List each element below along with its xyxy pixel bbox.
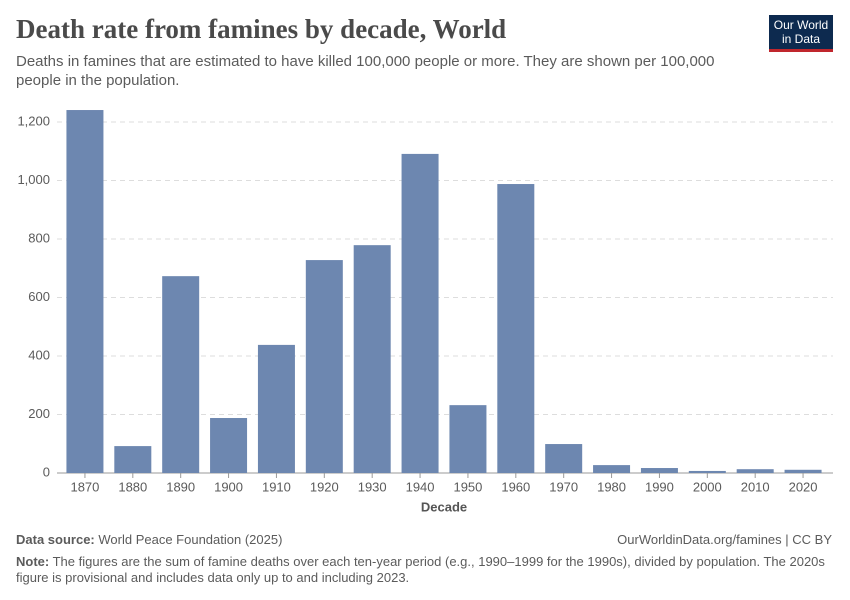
logo-line: Our World [773,18,829,32]
x-tick-label: 1970 [549,479,578,494]
logo[interactable]: Our World in Data [769,15,833,52]
chart-subtitle: Deaths in famines that are estimated to … [16,53,715,89]
y-tick-label: 200 [28,406,50,421]
x-tick-label: 1910 [262,479,291,494]
x-tick-label: 1880 [118,479,147,494]
bar [545,444,583,473]
note-label: Note: [16,554,50,569]
source-label: Data source: [16,532,95,547]
y-tick-label: 600 [28,289,50,304]
source-text: World Peace Foundation (2025) [98,532,283,547]
x-tick-label: 1930 [358,479,387,494]
x-tick-label: 1950 [453,479,482,494]
y-tick-label: 1,200 [17,113,50,128]
logo-line: in Data [781,32,821,46]
x-tick-label: 2000 [693,479,722,494]
chart: Decade 0 200 400 600 800 1,000 1,200 1870 1880 18… [17,110,833,514]
bar [497,184,535,473]
bar [353,245,391,473]
x-tick-label: 1890 [166,479,195,494]
x-tick-label: 2010 [741,479,770,494]
bar [736,469,774,473]
bar [449,405,487,473]
note-text: The figures are the sum of famine deaths… [16,554,825,585]
bar [114,446,152,473]
x-tick-label: 1870 [70,479,99,494]
x-axis-label: Decade [421,499,467,514]
x-tick-label: 1960 [501,479,530,494]
source: Data source: World Peace Foundation (202… [16,532,282,547]
y-tick-label: 1,000 [17,172,50,187]
x-tick-label: 2020 [789,479,818,494]
url[interactable]: OurWorldinData.org/famines | CC BY [617,532,832,547]
bar [401,153,439,473]
x-tick-label: 1920 [310,479,339,494]
x-tick-label: 1990 [645,479,674,494]
note: Note: The figures are the sum of famine … [16,554,826,586]
chart-title: Death rate from famines by decade, World [16,14,507,44]
x-tick-label: 1900 [214,479,243,494]
x-tick-label: 1940 [406,479,435,494]
bar [66,110,104,473]
y-tick-label: 800 [28,230,50,245]
bar [162,276,200,473]
bar [640,468,678,473]
bar [305,260,343,473]
bar [688,470,726,473]
bar [257,344,295,473]
bar [593,465,631,473]
bar [210,418,248,473]
y-tick-label: 400 [28,347,50,362]
x-tick-label: 1980 [597,479,626,494]
y-tick-label: 0 [43,464,50,479]
bar [784,469,822,473]
